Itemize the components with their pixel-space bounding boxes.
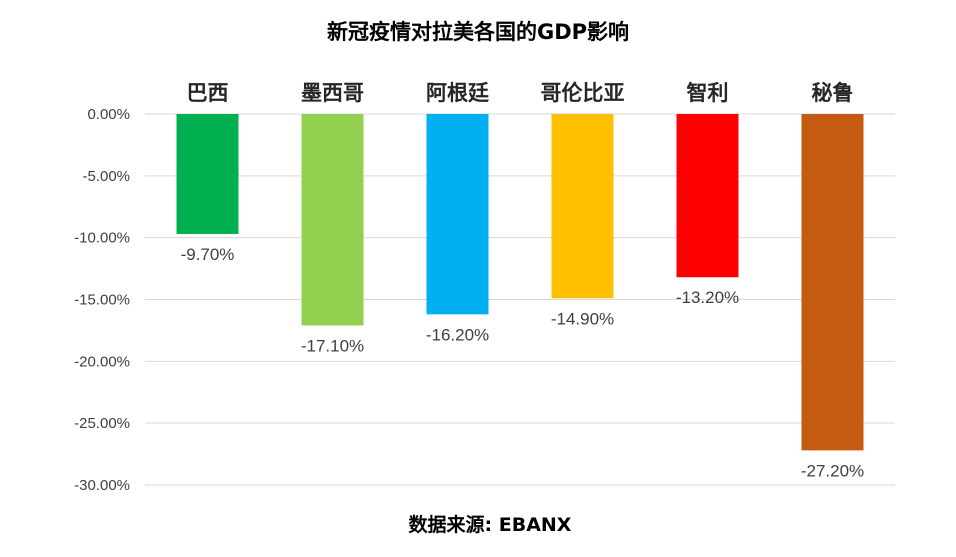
category-label: 阿根廷 (426, 81, 490, 105)
y-tick-label: -5.00% (82, 168, 130, 185)
category-label: 墨西哥 (301, 81, 364, 105)
data-label: -17.10% (301, 336, 364, 355)
source-note: 数据来源: EBANX (409, 513, 572, 536)
category-labels: 巴西 墨西哥 阿根廷 哥伦比亚 智利 秘鲁 (187, 81, 854, 105)
bar (301, 114, 364, 326)
bar (551, 114, 614, 299)
bars (176, 114, 864, 451)
category-label: 哥伦比亚 (541, 81, 625, 105)
bar (676, 114, 739, 278)
bar (176, 114, 239, 234)
y-axis-tick-labels: 0.00% -5.00% -10.00% -15.00% -20.00% -25.00% -… (74, 106, 130, 494)
bar (801, 114, 864, 451)
category-label: 智利 (687, 81, 729, 105)
bar (426, 114, 489, 315)
data-label: -16.20% (426, 325, 489, 344)
y-tick-label: 0.00% (87, 106, 130, 123)
chart-title: 新冠疫情对拉美各国的GDP影响 (327, 20, 629, 44)
y-tick-label: -15.00% (74, 292, 130, 309)
data-labels: -9.70% -17.10% -16.20% -14.90% -13.20% -27.20… (181, 245, 865, 480)
category-label: 巴西 (187, 81, 229, 105)
data-label: -9.70% (181, 245, 235, 264)
category-label: 秘鲁 (812, 81, 854, 105)
y-tick-label: -30.00% (74, 477, 130, 494)
y-tick-label: -25.00% (74, 415, 130, 432)
y-tick-label: -10.00% (74, 230, 130, 247)
data-label: -13.20% (676, 288, 739, 307)
y-tick-label: -20.00% (74, 353, 130, 370)
data-label: -14.90% (551, 309, 614, 328)
gridlines (145, 113, 895, 486)
data-label: -27.20% (801, 461, 864, 480)
